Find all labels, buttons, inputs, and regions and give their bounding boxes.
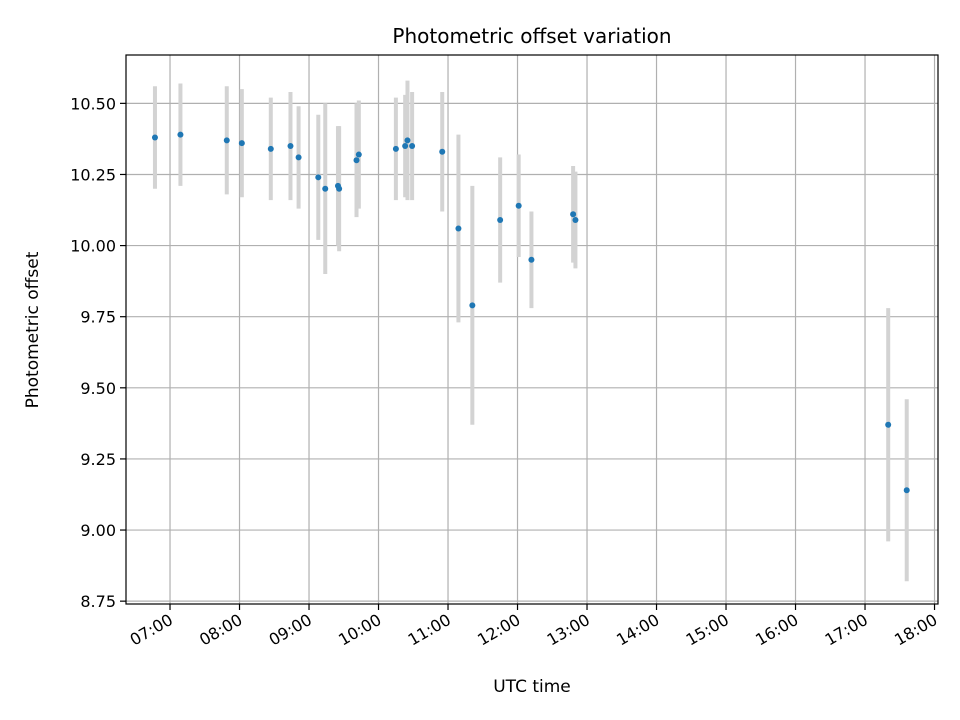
data-point xyxy=(402,143,409,150)
data-point xyxy=(238,140,245,147)
data-point xyxy=(267,145,274,152)
data-point xyxy=(336,185,343,192)
data-point xyxy=(315,174,322,181)
data-point xyxy=(177,131,184,138)
data-point xyxy=(515,202,522,209)
data-point xyxy=(570,211,577,218)
x-axis-label: UTC time xyxy=(493,677,571,697)
plot-frame xyxy=(125,54,939,605)
chart-title: Photometric offset variation xyxy=(392,24,671,48)
y-tick-label: 10.25 xyxy=(70,165,116,184)
data-point xyxy=(287,143,294,150)
y-tick-label: 9.75 xyxy=(80,308,116,327)
y-axis-ticks: 8.75 9.00 9.25 9.50 9.75 10.00 10.25 10.50 xyxy=(70,94,126,611)
data-point xyxy=(572,216,579,223)
y-tick-label: 8.75 xyxy=(80,592,116,611)
data-points xyxy=(151,131,910,494)
data-point xyxy=(885,421,892,428)
data-point xyxy=(295,154,302,161)
data-point xyxy=(409,143,416,150)
data-point xyxy=(497,216,504,223)
y-tick-label: 9.00 xyxy=(80,521,116,540)
data-point xyxy=(903,487,910,494)
y-tick-label: 9.50 xyxy=(80,379,116,398)
data-point xyxy=(223,137,230,144)
data-point xyxy=(322,185,329,192)
y-tick-label: 9.25 xyxy=(80,450,116,469)
data-point xyxy=(355,151,362,158)
data-point xyxy=(404,137,411,144)
data-point xyxy=(439,148,446,155)
data-point xyxy=(528,256,535,263)
y-tick-label: 10.00 xyxy=(70,237,116,256)
y-tick-label: 10.50 xyxy=(70,94,116,113)
data-point xyxy=(455,225,462,232)
data-point xyxy=(151,134,158,141)
y-axis-label: Photometric offset xyxy=(23,251,43,408)
data-point xyxy=(353,157,360,164)
data-point xyxy=(392,145,399,152)
data-point xyxy=(469,302,476,309)
